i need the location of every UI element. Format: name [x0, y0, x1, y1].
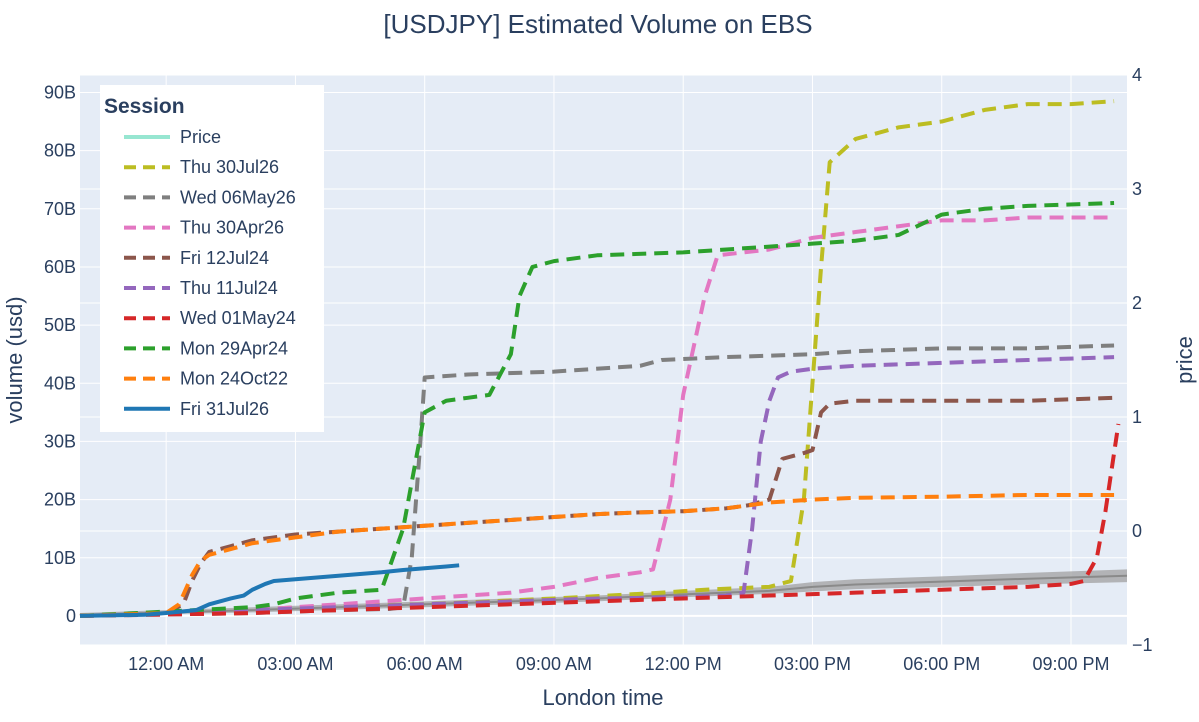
series-line-wed-01may24: [79, 423, 1121, 618]
y-tick-label: 50B: [44, 315, 76, 335]
x-tick-label: 06:00 AM: [387, 654, 463, 674]
series-line-thu-11jul24: [79, 355, 1115, 618]
x-tick-label: 09:00 PM: [1032, 654, 1109, 674]
legend-label: Mon 24Oct22: [180, 369, 288, 389]
x-tick-label: 03:00 PM: [774, 654, 851, 674]
y-tick-label: 70B: [44, 199, 76, 219]
y2-tick-label: −1: [1132, 635, 1153, 655]
x-tick-label: 12:00 AM: [128, 654, 204, 674]
legend-label: Fri 31Jul26: [180, 399, 269, 419]
y-tick-label: 40B: [44, 373, 76, 393]
x-tick-label: 03:00 AM: [257, 654, 333, 674]
y-axis-title: volume (usd): [2, 296, 27, 423]
axis-ticks: 12:00 AM 03:00 AM 06:00 AM 09:00 AM 12:00 PM…: [44, 65, 1153, 674]
series-lines: [79, 99, 1121, 618]
series-line-fri-31jul26: [79, 563, 460, 618]
legend-label: Price: [180, 127, 221, 147]
legend-label: Mon 29Apr24: [180, 338, 288, 358]
x-axis-title: London time: [542, 685, 663, 710]
y2-tick-label: 4: [1132, 65, 1142, 85]
legend-label: Fri 12Jul24: [180, 248, 269, 268]
y-tick-label: 90B: [44, 82, 76, 102]
gridlines: [80, 74, 1127, 646]
y-tick-label: 10B: [44, 548, 76, 568]
legend-title: Session: [104, 95, 185, 118]
series-line-wed-06may26: [79, 343, 1115, 618]
chart-title: [USDJPY] Estimated Volume on EBS: [383, 9, 812, 39]
legend-label: Thu 30Apr26: [180, 218, 284, 238]
series-line-mon-24oct22: [79, 492, 1115, 618]
x-tick-label: 06:00 PM: [903, 654, 980, 674]
y2-tick-label: 3: [1132, 179, 1142, 199]
legend-label: Thu 11Jul24: [180, 278, 278, 298]
legend-label: Wed 06May26: [180, 187, 296, 207]
y-tick-label: 0: [66, 606, 76, 626]
y2-tick-label: 2: [1132, 293, 1142, 313]
y-tick-label: 80B: [44, 141, 76, 161]
y2-tick-label: 0: [1132, 521, 1142, 541]
legend-box: [100, 85, 324, 432]
y2-axis-title: price: [1172, 336, 1197, 384]
y-tick-label: 30B: [44, 431, 76, 451]
x-tick-label: 12:00 PM: [645, 654, 722, 674]
y-tick-label: 60B: [44, 257, 76, 277]
legend-label: Thu 30Jul26: [180, 157, 279, 177]
series-line-mon-29apr24: [79, 200, 1115, 618]
x-tick-label: 09:00 AM: [516, 654, 592, 674]
legend-label: Wed 01May24: [180, 308, 296, 328]
price-band-area: [80, 569, 1127, 616]
legend: Session Price Thu 30Jul26 Wed 06May26 Thu 3…: [100, 85, 324, 432]
y2-tick-label: 1: [1132, 407, 1142, 427]
y-tick-label: 20B: [44, 490, 76, 510]
